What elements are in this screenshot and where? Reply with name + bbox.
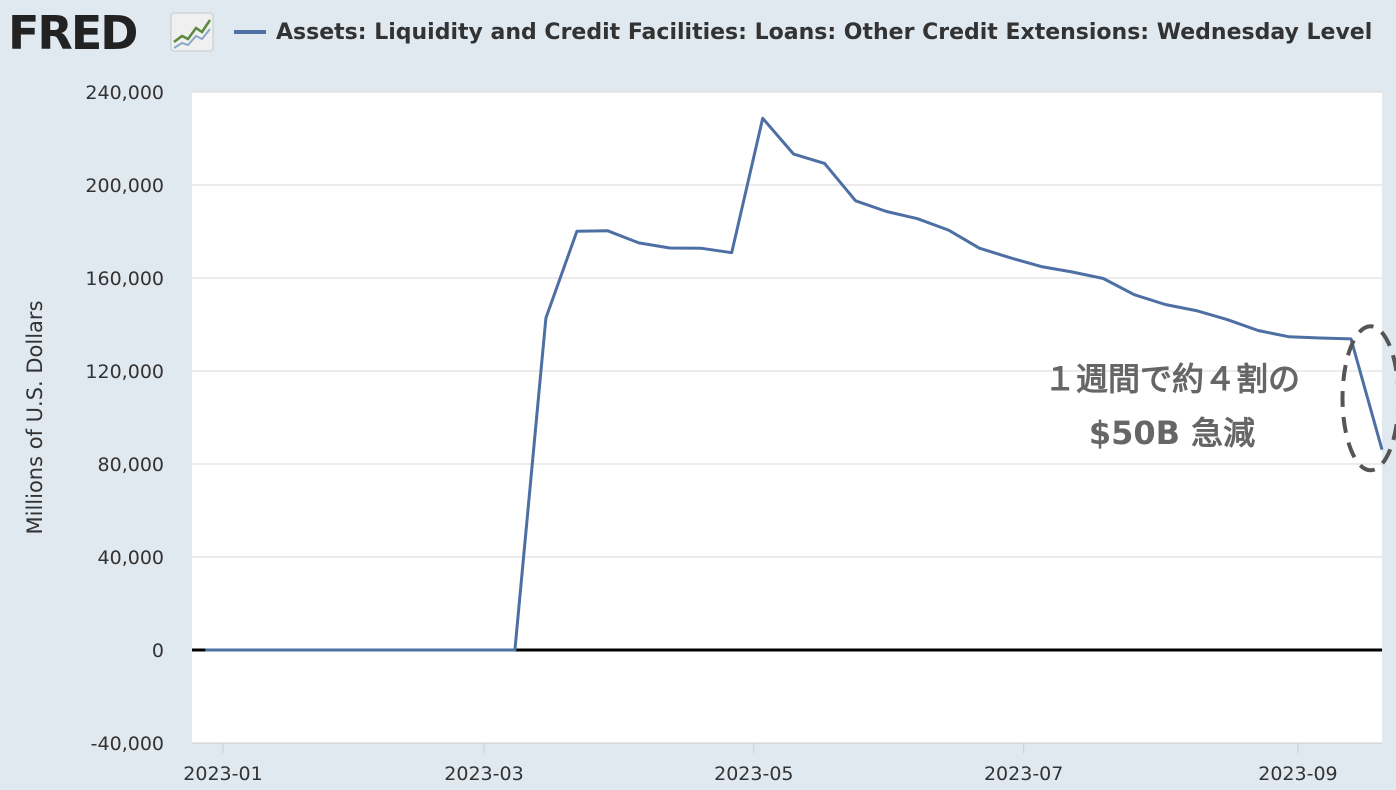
y-axis: -40,000 0 40,000 80,000 120,000 160,000 200,00…: [85, 82, 164, 755]
x-tick-label: 2023-03: [444, 763, 523, 785]
y-tick-label: 200,000: [85, 175, 164, 197]
y-tick-label: 0: [152, 640, 164, 662]
series-line: [205, 116, 1384, 652]
y-tick-label: 120,000: [85, 361, 164, 383]
legend-swatch: [234, 30, 266, 34]
y-tick-label: 160,000: [85, 268, 164, 290]
y-axis-label: Millions of U.S. Dollars: [23, 300, 47, 534]
annotation-line-1: １週間で約４割の: [1044, 360, 1300, 398]
x-tick-label: 2023-05: [714, 763, 793, 785]
fred-trend-chart-icon: [170, 12, 214, 52]
y-tick-label: -40,000: [91, 733, 164, 755]
y-tick-label: 80,000: [98, 454, 164, 476]
x-tick-label: 2023-01: [183, 763, 262, 785]
x-tick-label: 2023-07: [984, 763, 1063, 785]
legend-label: Assets: Liquidity and Credit Facilities:…: [276, 19, 1373, 45]
chart-header: FRED Assets: Liquidity and Credit Facili…: [0, 0, 1396, 70]
highlight-ellipse: [1340, 324, 1396, 473]
plot-area: [192, 92, 1382, 743]
legend: Assets: Liquidity and Credit Facilities:…: [234, 14, 1372, 50]
annotation-line-2: $50B 急減: [1089, 414, 1255, 452]
fred-logo[interactable]: FRED: [8, 6, 138, 60]
y-tick-label: 40,000: [98, 547, 164, 569]
x-axis: 2023-01 2023-03 2023-05 2023-07 2023-09: [183, 742, 1382, 785]
y-tick-label: 240,000: [85, 82, 164, 104]
x-tick-label: 2023-09: [1258, 763, 1337, 785]
